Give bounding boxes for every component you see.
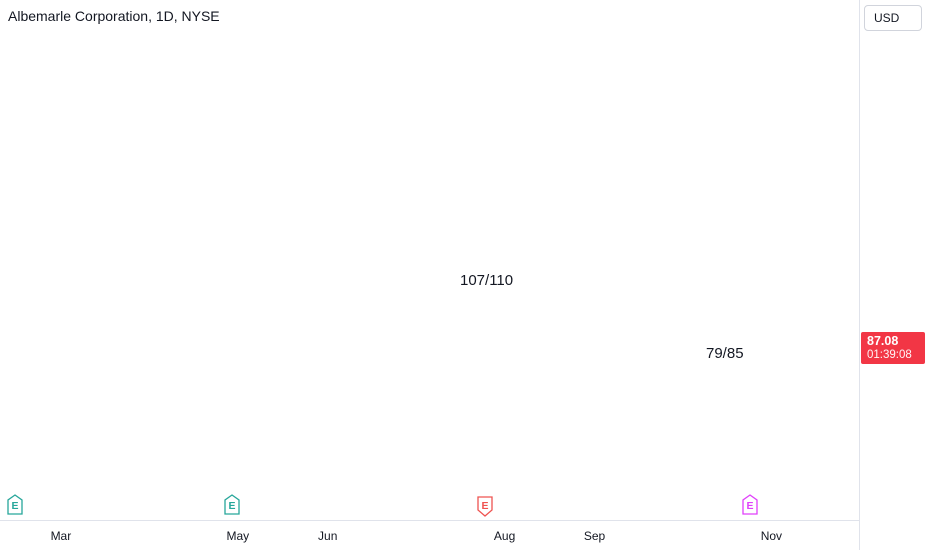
bar-countdown: 01:39:08 xyxy=(867,349,912,361)
earnings-marker[interactable]: E xyxy=(7,494,23,515)
earnings-badge xyxy=(477,496,493,517)
resistance-zone-label: 107/110 xyxy=(460,272,514,289)
earnings-letter: E xyxy=(11,500,18,512)
time-tick-label: Mar xyxy=(51,529,72,543)
time-tick-label: Sep xyxy=(584,529,606,543)
earnings-letter: E xyxy=(481,500,488,512)
earnings-letter: E xyxy=(228,500,235,512)
earnings-badge xyxy=(7,494,23,515)
time-tick-label: May xyxy=(226,529,249,543)
earnings-marker[interactable]: E xyxy=(224,494,240,515)
target-zone-label: 79/85 xyxy=(706,345,744,362)
chart-title: Albemarle Corporation, 1D, NYSE xyxy=(8,8,220,24)
time-axis: Mar May Jun Aug Sep Nov xyxy=(51,529,783,543)
last-price-tag: 87.08 01:39:08 xyxy=(861,332,925,364)
time-tick-label: Jun xyxy=(318,529,337,543)
earnings-marker[interactable]: E xyxy=(742,494,758,515)
currency-button[interactable]: USD xyxy=(864,5,922,31)
last-price-value: 87.08 xyxy=(867,334,899,348)
earnings-letter: E xyxy=(746,500,753,512)
earnings-marker[interactable]: E xyxy=(477,496,493,517)
time-tick-label: Nov xyxy=(761,529,782,543)
earnings-badge xyxy=(742,494,758,515)
earnings-badge xyxy=(224,494,240,515)
time-tick-label: Aug xyxy=(494,529,515,543)
